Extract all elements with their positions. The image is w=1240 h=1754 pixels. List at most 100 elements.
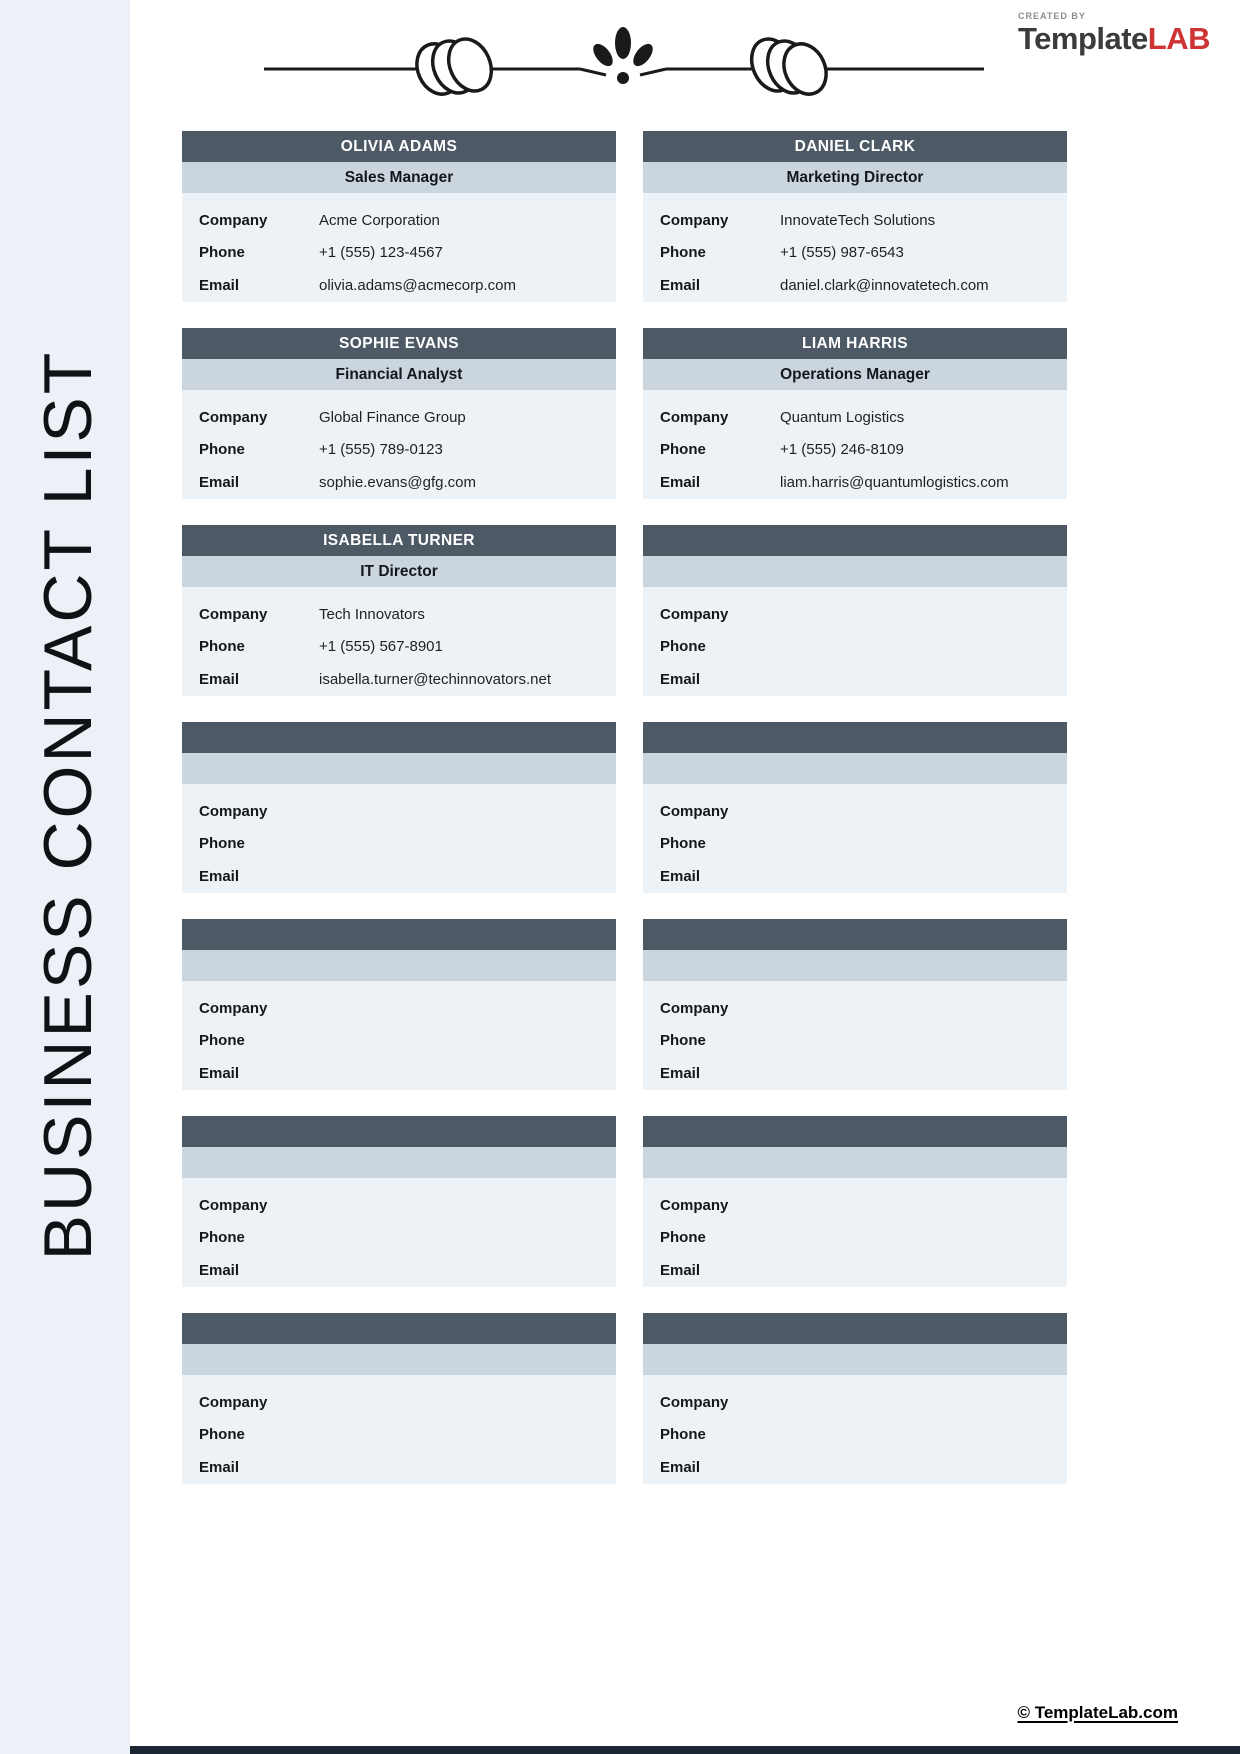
contact-card: Company Phone Email <box>643 919 1067 1090</box>
contact-card: DANIEL CLARK Marketing Director Company … <box>643 131 1067 302</box>
email-row: Email sophie.evans@gfg.com <box>199 466 602 499</box>
contact-job-title: Marketing Director <box>786 168 924 186</box>
phone-row: Phone +1 (555) 246-8109 <box>660 434 1053 467</box>
phone-label: Phone <box>199 835 245 853</box>
phone-row: Phone <box>660 828 1053 861</box>
contact-job-title: Sales Manager <box>344 168 454 186</box>
contact-name: SOPHIE EVANS <box>339 334 459 352</box>
rope-divider-ornament <box>264 27 984 96</box>
email-row: Email <box>199 1254 602 1287</box>
company-label: Company <box>660 802 729 820</box>
email-label: Email <box>199 867 240 885</box>
phone-row: Phone +1 (555) 789-0123 <box>199 434 602 467</box>
contact-name: DANIEL CLARK <box>794 137 916 155</box>
company-label: Company <box>199 408 268 426</box>
contact-job-title-bar: Sales Manager <box>182 162 616 193</box>
contact-name-header <box>182 919 616 950</box>
contact-name-header <box>182 1116 616 1147</box>
email-label: Email <box>660 867 701 885</box>
email-row: Email daniel.clark@innovatetech.com <box>660 269 1053 302</box>
contact-job-title-bar <box>643 1344 1067 1375</box>
email-label: Email <box>660 473 701 491</box>
logo-name-secondary: LAB <box>1147 21 1211 56</box>
contact-details: Company Tech Innovators Phone +1 (555) 5… <box>182 587 616 696</box>
phone-label: Phone <box>660 1426 706 1444</box>
contact-job-title-bar <box>182 950 616 981</box>
email-row: Email <box>199 1451 602 1484</box>
contact-job-title-bar <box>643 950 1067 981</box>
contact-details: Company Phone Email <box>182 1178 616 1287</box>
email-value: olivia.adams@acmecorp.com <box>319 276 516 294</box>
email-row: Email <box>660 663 1053 696</box>
company-label: Company <box>199 999 268 1017</box>
company-row: Company <box>660 992 1053 1025</box>
contact-card: OLIVIA ADAMS Sales Manager Company Acme … <box>182 131 616 302</box>
email-row: Email isabella.turner@techinnovators.net <box>199 663 602 696</box>
email-row: Email olivia.adams@acmecorp.com <box>199 269 602 302</box>
contact-job-title-bar <box>643 1147 1067 1178</box>
phone-label: Phone <box>199 441 245 459</box>
company-label: Company <box>660 1196 729 1214</box>
contact-card: Company Phone Email <box>643 1116 1067 1287</box>
phone-label: Phone <box>660 835 706 853</box>
bottom-accent-bar <box>130 1746 1240 1754</box>
company-row: Company <box>199 1386 602 1419</box>
company-row: Company <box>199 1189 602 1222</box>
contact-name-header <box>182 1313 616 1344</box>
contact-name-header <box>643 525 1067 556</box>
email-row: Email <box>660 1451 1053 1484</box>
cards-grid: OLIVIA ADAMS Sales Manager Company Acme … <box>182 131 1067 1484</box>
email-value: isabella.turner@techinnovators.net <box>319 670 552 688</box>
phone-value: +1 (555) 123-4567 <box>319 244 443 262</box>
phone-row: Phone +1 (555) 567-8901 <box>199 631 602 664</box>
contact-job-title-bar <box>643 556 1067 587</box>
company-label: Company <box>660 211 729 229</box>
phone-label: Phone <box>660 441 706 459</box>
company-row: Company <box>660 795 1053 828</box>
contact-card: Company Phone Email <box>182 722 616 893</box>
email-row: Email <box>660 860 1053 893</box>
contact-details: Company Phone Email <box>643 784 1067 893</box>
email-row: Email <box>199 860 602 893</box>
email-value: liam.harris@quantumlogistics.com <box>780 473 1009 491</box>
phone-value: +1 (555) 789-0123 <box>319 441 443 459</box>
company-row: Company <box>660 1386 1053 1419</box>
phone-label: Phone <box>660 638 706 656</box>
contact-name-header: LIAM HARRIS <box>643 328 1067 359</box>
company-label: Company <box>199 1196 268 1214</box>
contact-card: Company Phone Email <box>643 525 1067 696</box>
phone-row: Phone <box>660 631 1053 664</box>
contact-job-title-bar: Operations Manager <box>643 359 1067 390</box>
phone-value: +1 (555) 567-8901 <box>319 638 443 656</box>
contact-details: Company Phone Email <box>182 784 616 893</box>
email-label: Email <box>199 670 240 688</box>
sidebar <box>0 0 130 1754</box>
company-value: InnovateTech Solutions <box>780 211 936 229</box>
contact-name-header <box>182 722 616 753</box>
contact-name-header <box>643 1116 1067 1147</box>
email-label: Email <box>199 276 240 294</box>
contact-details: Company Acme Corporation Phone +1 (555) … <box>182 193 616 302</box>
company-row: Company <box>660 598 1053 631</box>
contact-card: Company Phone Email <box>182 1116 616 1287</box>
contact-job-title-bar <box>643 753 1067 784</box>
logo-created-by: CREATED BY <box>1018 11 1086 21</box>
company-row: Company InnovateTech Solutions <box>660 204 1053 237</box>
footer-templatelab-link[interactable]: © TemplateLab.com <box>1017 1703 1178 1722</box>
company-label: Company <box>660 605 729 623</box>
company-value: Global Finance Group <box>319 408 466 426</box>
phone-row: Phone <box>660 1025 1053 1058</box>
contact-job-title-bar <box>182 1344 616 1375</box>
phone-label: Phone <box>199 1426 245 1444</box>
phone-row: Phone <box>660 1222 1053 1255</box>
contact-card: Company Phone Email <box>182 1313 616 1484</box>
company-row: Company Tech Innovators <box>199 598 602 631</box>
contact-details: Company Phone Email <box>643 587 1067 696</box>
email-label: Email <box>199 473 240 491</box>
contact-name-header <box>643 919 1067 950</box>
contact-job-title: Operations Manager <box>780 365 930 383</box>
contact-name-header: ISABELLA TURNER <box>182 525 616 556</box>
company-row: Company <box>660 1189 1053 1222</box>
contact-card: ISABELLA TURNER IT Director Company Tech… <box>182 525 616 696</box>
contact-details: Company Quantum Logistics Phone +1 (555)… <box>643 390 1067 499</box>
